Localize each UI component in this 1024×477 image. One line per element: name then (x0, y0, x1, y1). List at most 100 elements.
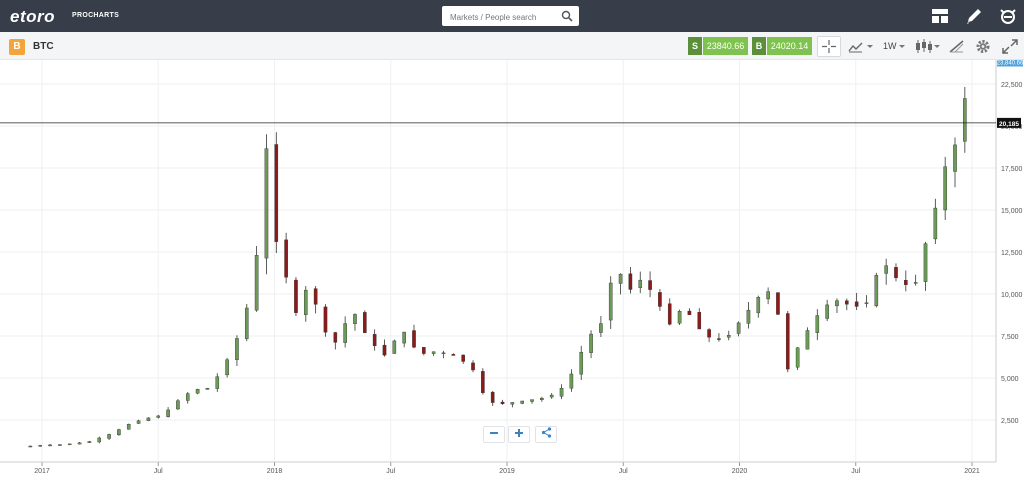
chart-type-button[interactable] (845, 36, 873, 57)
y-tick-label: 7,500 (1001, 334, 1019, 341)
bitcoin-icon: B (9, 39, 25, 55)
x-tick-label: Jul (619, 468, 628, 475)
candle-body (913, 282, 918, 284)
candle-body (854, 301, 859, 307)
candle-body (235, 338, 239, 360)
buy-price-button[interactable]: B 24020.14 (752, 37, 812, 55)
share-button[interactable] (535, 426, 557, 443)
candle-body (795, 347, 800, 368)
candle-body (549, 394, 554, 398)
candle-body (264, 148, 269, 259)
search-input[interactable] (442, 6, 567, 28)
candle-body (126, 424, 131, 430)
y-tick-label: 12,500 (1001, 250, 1023, 257)
candle-body (500, 401, 505, 405)
settings-icon (976, 40, 990, 53)
candle-body (746, 309, 751, 324)
etoro-e-icon[interactable] (998, 6, 1018, 26)
instrument-symbol[interactable]: BTC (33, 41, 54, 52)
share-icon (541, 427, 551, 438)
candle-body (313, 288, 318, 305)
x-tick-label: 2017 (34, 468, 50, 475)
candle-body (38, 445, 43, 447)
buy-label: B (752, 37, 766, 55)
candle-body (225, 359, 229, 376)
zoom-in-button[interactable] (508, 426, 530, 443)
x-tick-label: 2018 (267, 468, 283, 475)
candle-body (284, 239, 288, 278)
candle-body (117, 429, 121, 436)
crosshair-icon (822, 40, 836, 53)
candle-body (107, 434, 111, 439)
candle-body (520, 400, 525, 404)
candle-body (392, 340, 397, 354)
candle-body (648, 280, 652, 290)
zoom-out-button[interactable] (483, 426, 505, 443)
candle-body (333, 332, 338, 343)
candle-body (776, 292, 780, 315)
x-tick-label: Jul (386, 468, 395, 475)
drawing-tools-button[interactable] (945, 36, 967, 57)
candle-body (963, 98, 967, 142)
price-chart[interactable]: 2,500 5,000 7,500 10,000 12,500 15,000 17,500 2… (0, 60, 1024, 477)
x-tick-label: 2021 (964, 468, 980, 475)
candle-body (569, 373, 574, 389)
candle-body (579, 352, 584, 375)
y-tick-label: 15,000 (1001, 208, 1023, 215)
candle-body (726, 335, 731, 338)
search-box[interactable] (442, 6, 579, 28)
candle-body (372, 334, 377, 347)
candle-body (176, 400, 180, 410)
candle-body (766, 291, 770, 300)
candle-body (658, 292, 662, 307)
fullscreen-button[interactable] (998, 36, 1020, 57)
candlestick-button[interactable] (911, 36, 940, 57)
candle-body (490, 391, 495, 403)
interval-selector[interactable]: 1W (879, 36, 905, 57)
etoro-logo[interactable]: etoro (10, 7, 55, 26)
candle-body (756, 297, 761, 314)
sell-price-button[interactable]: S 23840.66 (688, 37, 748, 55)
y-tick-label: 5,000 (1001, 376, 1019, 383)
top-navigation-bar: etoro PROCHARTS (0, 0, 1024, 32)
candle-body (146, 417, 151, 421)
candle-body (933, 207, 938, 240)
candle-body (687, 310, 692, 315)
settings-button[interactable] (971, 36, 993, 57)
chart-type-icon (848, 42, 873, 53)
search-icon[interactable] (561, 10, 573, 22)
candle-body (441, 352, 446, 355)
candle-body (559, 388, 564, 397)
candle-body (215, 376, 220, 389)
candle-body (845, 300, 849, 305)
candle-body (599, 323, 603, 333)
candle-body (185, 393, 190, 401)
candle-body (953, 144, 957, 172)
candle-body (303, 289, 308, 315)
candle-body (294, 279, 298, 313)
layout-icon[interactable] (930, 6, 950, 26)
candle-body (87, 441, 92, 443)
candle-body (717, 338, 721, 340)
candle-body (412, 330, 416, 348)
y-tick-label: 22,500 (1001, 82, 1023, 89)
candle-body (28, 445, 33, 448)
candle-body (628, 273, 633, 290)
candle-body (943, 166, 947, 211)
candle-body (510, 402, 515, 405)
candle-body (422, 347, 426, 354)
candle-body (667, 303, 672, 325)
zoom-out-icon (490, 432, 498, 434)
candle-body (382, 344, 387, 356)
pencil-icon[interactable] (964, 6, 984, 26)
candle-body (323, 306, 328, 333)
sell-price-value: 23840.66 (703, 37, 748, 55)
candle-body (195, 389, 200, 394)
candlestick-icon (916, 39, 940, 53)
candle-body (274, 144, 279, 242)
x-tick-label: 2020 (732, 468, 748, 475)
candle-body (353, 314, 357, 324)
crosshair-button[interactable] (817, 36, 841, 57)
candle-body (697, 312, 702, 330)
candle-body (136, 420, 141, 424)
